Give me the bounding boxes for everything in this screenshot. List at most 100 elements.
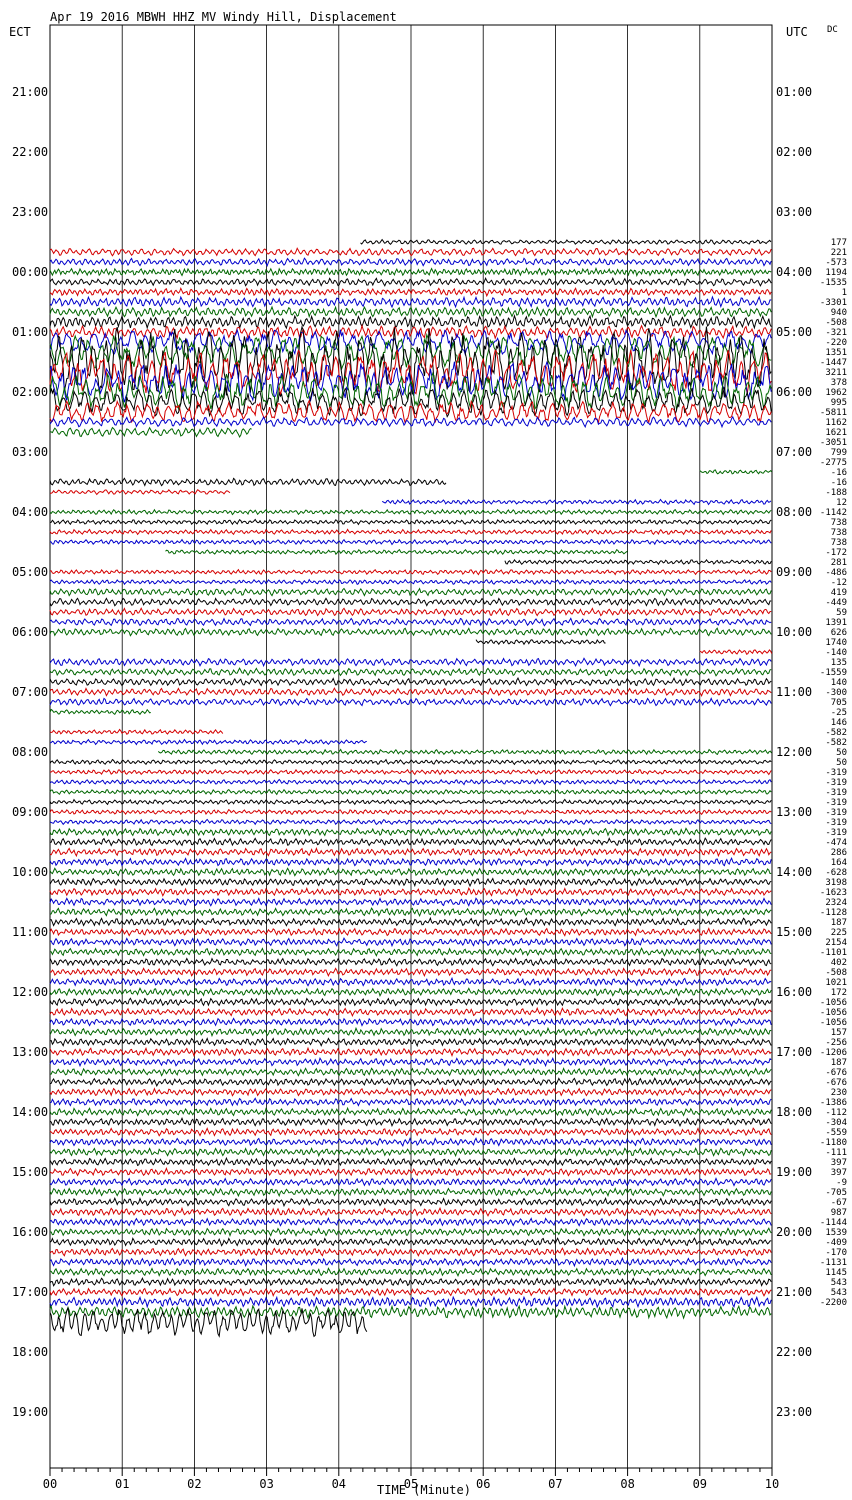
seismic-trace bbox=[699, 649, 773, 655]
seismic-trace bbox=[49, 1037, 772, 1048]
dc-value: 705 bbox=[831, 698, 847, 708]
seismic-trace bbox=[50, 837, 772, 847]
dc-value: 1 bbox=[842, 288, 847, 298]
seismic-trace bbox=[49, 325, 772, 398]
seismic-trace bbox=[165, 548, 628, 556]
seismic-trace bbox=[49, 798, 772, 806]
seismic-trace bbox=[49, 477, 447, 487]
dc-value: -1559 bbox=[820, 668, 847, 678]
dc-value: -1386 bbox=[820, 1098, 847, 1108]
x-axis-label: TIME (Minute) bbox=[377, 1483, 471, 1497]
right-hour-label: 04:00 bbox=[776, 265, 812, 279]
dc-value-labels: 177221-5731194-15351-3301940-508-321-220… bbox=[820, 238, 847, 1308]
dc-value: -1131 bbox=[820, 1258, 847, 1268]
right-hour-label: 18:00 bbox=[776, 1105, 812, 1119]
seismic-trace bbox=[49, 997, 772, 1007]
right-hour-label: 11:00 bbox=[776, 685, 812, 699]
right-hour-label: 10:00 bbox=[776, 625, 812, 639]
seismic-trace bbox=[49, 808, 772, 816]
dc-value: -1535 bbox=[820, 278, 847, 288]
seismic-trace bbox=[50, 1227, 772, 1238]
dc-value: -1101 bbox=[820, 948, 847, 958]
left-hour-label: 08:00 bbox=[12, 745, 48, 759]
right-hour-label: 03:00 bbox=[776, 205, 812, 219]
dc-value: -676 bbox=[825, 1068, 847, 1078]
seismic-trace bbox=[49, 508, 772, 516]
dc-value: 1539 bbox=[825, 1228, 847, 1238]
left-hour-label: 01:00 bbox=[12, 325, 48, 339]
seismic-trace bbox=[49, 1167, 772, 1177]
dc-value: -300 bbox=[825, 688, 847, 698]
seismic-trace bbox=[49, 247, 772, 257]
dc-value: -2200 bbox=[820, 1298, 847, 1308]
dc-value: -3051 bbox=[820, 438, 847, 448]
dc-value: 940 bbox=[831, 308, 847, 318]
seismic-trace bbox=[49, 1006, 772, 1018]
dc-value: -319 bbox=[825, 798, 847, 808]
seismic-trace bbox=[49, 1046, 772, 1058]
x-tick-label: 00 bbox=[43, 1477, 57, 1491]
dc-value: 1351 bbox=[825, 348, 847, 358]
seismic-trace bbox=[360, 238, 772, 245]
x-tick-label: 04 bbox=[332, 1477, 346, 1491]
left-hour-label: 15:00 bbox=[12, 1165, 48, 1179]
x-tick-label: 05 bbox=[404, 1477, 418, 1491]
seismic-trace bbox=[49, 371, 772, 411]
dc-value: -676 bbox=[825, 1078, 847, 1088]
seismic-trace bbox=[49, 328, 772, 357]
dc-value: -25 bbox=[831, 708, 847, 718]
dc-value: 50 bbox=[836, 758, 847, 768]
seismic-trace bbox=[49, 1276, 772, 1287]
seismic-trace bbox=[49, 286, 772, 298]
dc-value: -319 bbox=[825, 818, 847, 828]
left-hour-label: 13:00 bbox=[12, 1045, 48, 1059]
dc-value: -112 bbox=[825, 1108, 847, 1118]
seismic-trace bbox=[49, 1156, 772, 1167]
dc-value: -188 bbox=[825, 488, 847, 498]
right-axis-title: UTC bbox=[786, 25, 808, 39]
dc-value: -304 bbox=[825, 1118, 847, 1128]
left-hour-label: 03:00 bbox=[12, 445, 48, 459]
right-hour-label: 13:00 bbox=[776, 805, 812, 819]
left-hour-label: 18:00 bbox=[12, 1345, 48, 1359]
seismic-trace bbox=[49, 314, 772, 330]
dc-value: -628 bbox=[825, 868, 847, 878]
left-hour-label: 09:00 bbox=[12, 805, 48, 819]
dc-value: -1206 bbox=[820, 1048, 847, 1058]
left-hour-label: 12:00 bbox=[12, 985, 48, 999]
dc-value: 221 bbox=[831, 248, 847, 258]
seismic-trace bbox=[49, 1237, 772, 1247]
seismic-trace bbox=[49, 1026, 772, 1038]
dc-value: -111 bbox=[825, 1148, 847, 1158]
trace-lines bbox=[49, 238, 773, 1338]
right-hour-label: 17:00 bbox=[776, 1045, 812, 1059]
right-hour-label: 20:00 bbox=[776, 1225, 812, 1239]
seismic-trace bbox=[49, 578, 772, 586]
seismic-trace bbox=[49, 667, 772, 677]
dc-value: 738 bbox=[831, 528, 847, 538]
dc-value: 146 bbox=[831, 718, 847, 728]
seismic-trace bbox=[157, 748, 772, 756]
dc-value: 397 bbox=[831, 1168, 847, 1178]
x-tick-label: 02 bbox=[187, 1477, 201, 1491]
seismic-trace bbox=[49, 528, 772, 536]
dc-value: -319 bbox=[825, 788, 847, 798]
right-hour-label: 09:00 bbox=[776, 565, 812, 579]
left-hour-label: 06:00 bbox=[12, 625, 48, 639]
dc-value: 1621 bbox=[825, 428, 847, 438]
seismic-trace bbox=[49, 1295, 772, 1309]
seismic-trace bbox=[49, 1137, 772, 1147]
right-hour-label: 01:00 bbox=[776, 85, 812, 99]
dc-value: 177 bbox=[831, 238, 847, 248]
seismic-trace bbox=[49, 976, 772, 987]
dc-value: -319 bbox=[825, 778, 847, 788]
dc-value: -1144 bbox=[820, 1218, 847, 1228]
dc-value: -1447 bbox=[820, 358, 847, 368]
seismic-trace bbox=[49, 332, 772, 371]
dc-value: -1056 bbox=[820, 1018, 847, 1028]
dc-value: 59 bbox=[836, 608, 847, 618]
seismic-trace bbox=[49, 587, 772, 597]
right-hour-label: 12:00 bbox=[776, 745, 812, 759]
left-hour-label: 04:00 bbox=[12, 505, 48, 519]
